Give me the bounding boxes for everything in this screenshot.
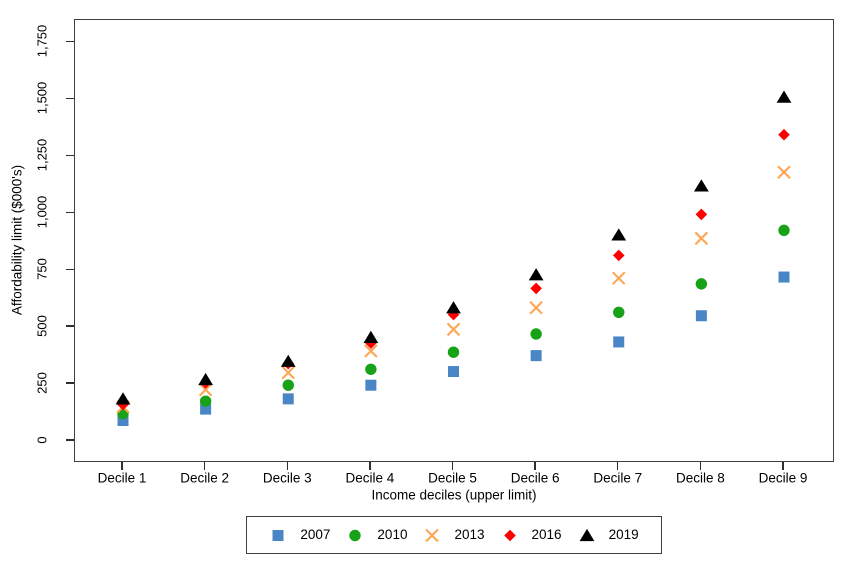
- point-2016-decile-7: [612, 249, 625, 262]
- point-2010-decile-2: [199, 395, 212, 407]
- point-2016-decile-8: [695, 208, 708, 221]
- circle-marker-icon: [349, 529, 362, 542]
- y-axis-tick: [66, 211, 74, 213]
- y-axis-tick: [66, 40, 74, 43]
- point-2007-decile-5: [448, 366, 459, 378]
- legend: 2007 2010 2013 2016 2019: [246, 516, 662, 554]
- point-2016-decile-9: [778, 128, 790, 141]
- y-axis-tick: [66, 439, 74, 441]
- legend-label: 2016: [531, 527, 562, 542]
- triangle-marker-icon: [579, 528, 594, 542]
- y-axis-tick: [66, 268, 74, 270]
- point-2007-decile-8: [695, 310, 707, 322]
- point-2019-decile-9: [776, 90, 792, 103]
- x-axis-tick: [369, 462, 371, 470]
- x-axis-tick: [782, 462, 784, 470]
- y-axis-tick: [66, 97, 74, 100]
- y-axis-tick-label: 1,000: [34, 195, 50, 229]
- point-2019-decile-8: [693, 179, 709, 192]
- point-2019-decile-3: [280, 354, 296, 367]
- y-axis-tick: [66, 325, 74, 327]
- point-2013-decile-9: [777, 165, 791, 180]
- point-2010-decile-8: [695, 278, 708, 290]
- point-2019-decile-2: [198, 372, 214, 386]
- y-axis-tick: [66, 382, 74, 384]
- legend-entry-2013: 2013: [423, 526, 485, 544]
- legend-label: 2013: [454, 527, 485, 542]
- legend-label: 2019: [608, 527, 639, 542]
- x-axis-tick-label: Decile 7: [593, 470, 643, 486]
- legend-wrap: 2007 2010 2013 2016 2019: [74, 516, 834, 554]
- x-axis-tick-label: Decile 8: [675, 470, 725, 486]
- point-2007-decile-9: [778, 271, 790, 283]
- point-2019-decile-4: [363, 330, 379, 343]
- y-axis-tick-label: 0: [34, 436, 50, 444]
- x-axis-title: Income deciles (upper limit): [371, 487, 537, 503]
- x-axis-tick-label: Decile 4: [345, 470, 395, 486]
- legend-label: 2010: [377, 527, 408, 542]
- x-axis-tick: [203, 462, 206, 470]
- x-axis-tick: [699, 462, 702, 470]
- point-2019-decile-7: [611, 228, 627, 241]
- legend-entry-2019: 2019: [578, 526, 639, 544]
- y-axis-tick-label: 500: [34, 315, 50, 337]
- x-axis-tick: [121, 462, 123, 470]
- x-marker-icon: [425, 528, 440, 543]
- y-axis-tick-label: 1,500: [34, 82, 50, 115]
- point-2007-decile-3: [282, 393, 294, 405]
- point-2019-decile-1: [115, 392, 131, 405]
- point-2010-decile-9: [778, 224, 790, 237]
- x-axis-tick: [451, 462, 454, 470]
- legend-entry-2016: 2016: [501, 526, 562, 544]
- point-2007-decile-1: [117, 415, 129, 427]
- y-axis-tick-label: 250: [34, 372, 50, 394]
- point-2010-decile-3: [282, 379, 294, 391]
- point-2013-decile-7: [612, 271, 626, 285]
- point-2013-decile-8: [694, 231, 709, 246]
- point-2013-decile-5: [446, 322, 461, 337]
- x-axis-tick-label: Decile 6: [510, 470, 560, 486]
- diamond-marker-icon: [503, 529, 516, 542]
- x-axis-tick: [617, 462, 619, 470]
- legend-entry-2007: 2007: [269, 526, 330, 544]
- plot-area: [74, 19, 834, 462]
- square-marker-icon: [272, 530, 284, 541]
- x-axis-tick-label: Decile 1: [97, 470, 147, 486]
- x-axis-tick-label: Decile 5: [428, 470, 477, 486]
- point-2019-decile-6: [528, 268, 544, 281]
- point-2013-decile-4: [364, 344, 378, 358]
- point-2007-decile-2: [200, 403, 212, 415]
- y-axis-title: Affordability limit ($000's): [9, 164, 25, 316]
- point-2010-decile-5: [447, 346, 460, 358]
- x-axis-tick-label: Decile 3: [262, 470, 312, 486]
- y-axis-tick-label: 1,750: [34, 25, 50, 58]
- y-axis-tick-label: 1,250: [34, 139, 50, 172]
- point-2013-decile-3: [281, 365, 295, 380]
- data-points-layer: [115, 90, 792, 427]
- x-axis-tick-label: Decile 2: [180, 470, 230, 486]
- point-2013-decile-2: [198, 383, 213, 397]
- y-axis-tick-label: 750: [34, 258, 50, 281]
- point-2019-decile-5: [446, 301, 461, 314]
- x-axis-tick: [534, 462, 536, 470]
- point-2016-decile-1: [117, 398, 129, 411]
- point-2013-decile-6: [529, 301, 543, 315]
- x-axis-tick-label: Decile 9: [758, 470, 808, 486]
- x-axis-tick: [286, 462, 288, 470]
- point-2010-decile-4: [365, 363, 377, 375]
- legend-entry-2010: 2010: [346, 526, 407, 544]
- y-axis-tick: [66, 154, 74, 156]
- point-2016-decile-4: [365, 337, 377, 349]
- point-2016-decile-6: [530, 282, 542, 295]
- point-2007-decile-4: [365, 379, 377, 391]
- point-2007-decile-6: [530, 350, 542, 362]
- point-2010-decile-6: [530, 328, 542, 340]
- point-2007-decile-7: [613, 336, 625, 348]
- legend-label: 2007: [300, 527, 331, 542]
- point-2010-decile-7: [613, 306, 625, 319]
